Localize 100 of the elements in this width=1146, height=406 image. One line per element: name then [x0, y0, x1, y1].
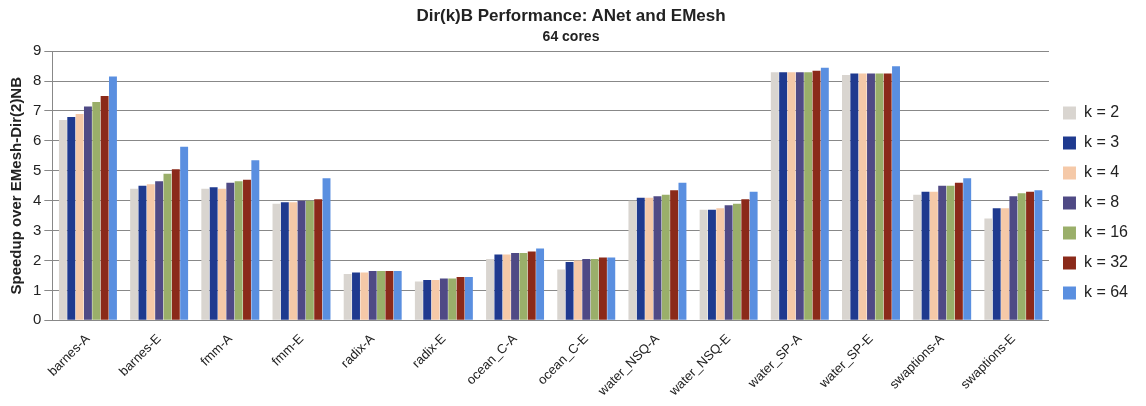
- bar: [913, 194, 922, 320]
- bar: [636, 197, 645, 320]
- bar: [607, 257, 616, 320]
- bar: [423, 279, 432, 320]
- bar: [494, 254, 503, 320]
- bar: [741, 199, 750, 320]
- bar: [511, 253, 520, 320]
- legend-label: k = 8: [1083, 193, 1120, 211]
- bar: [678, 182, 687, 320]
- bar: [820, 67, 829, 320]
- bar: [439, 278, 448, 320]
- y-tick-label: 6: [33, 131, 42, 149]
- bar: [1026, 191, 1035, 320]
- chart-subtitle: 64 cores: [542, 27, 600, 44]
- legend-label: k = 2: [1083, 103, 1120, 121]
- bar: [892, 66, 900, 320]
- bar: [707, 209, 716, 320]
- y-tick-label: 5: [33, 160, 42, 178]
- bar: [573, 260, 582, 320]
- legend-label: k = 64: [1083, 283, 1129, 301]
- bar: [385, 270, 394, 320]
- bar: [867, 73, 875, 320]
- bar: [883, 73, 892, 320]
- bar: [171, 169, 180, 320]
- bar: [289, 202, 298, 320]
- bar: [1009, 196, 1018, 320]
- bar: [108, 76, 117, 320]
- bar: [368, 270, 377, 320]
- legend-label: k = 16: [1083, 223, 1129, 241]
- bar: [377, 270, 385, 320]
- y-tick-label: 7: [33, 101, 42, 119]
- bar: [598, 257, 607, 320]
- bar: [804, 72, 813, 320]
- bar: [218, 188, 226, 320]
- bar: [456, 276, 465, 320]
- bar: [954, 182, 963, 320]
- bar: [565, 261, 574, 320]
- bar: [393, 270, 402, 320]
- bar: [314, 199, 323, 320]
- bar: [875, 73, 884, 320]
- bar: [58, 119, 67, 320]
- bar: [226, 182, 235, 320]
- bar: [280, 202, 289, 320]
- bar: [938, 185, 947, 320]
- bar: [234, 181, 243, 320]
- bar: [984, 218, 993, 320]
- bar: [699, 209, 708, 320]
- bar: [83, 106, 92, 320]
- y-tick-label: 3: [33, 220, 42, 238]
- bar: [502, 254, 511, 320]
- bar: [146, 184, 155, 320]
- bar: [251, 160, 260, 320]
- bar: [209, 187, 218, 320]
- bar: [360, 272, 369, 320]
- bar: [733, 203, 741, 320]
- legend-label: k = 3: [1083, 133, 1120, 151]
- y-tick-label: 1: [33, 280, 42, 298]
- bar: [138, 185, 147, 320]
- bar: [536, 248, 545, 320]
- bar: [842, 75, 850, 320]
- bar: [795, 72, 804, 320]
- y-tick-label: 9: [33, 41, 42, 59]
- bar: [670, 190, 679, 320]
- bar: [716, 208, 725, 320]
- bar: [779, 72, 788, 320]
- bar: [645, 197, 654, 320]
- bar: [527, 251, 536, 320]
- bar: [343, 273, 352, 320]
- bar: [130, 188, 139, 320]
- bar: [929, 191, 938, 320]
- bar: [75, 113, 84, 320]
- y-tick-label: 2: [33, 250, 42, 268]
- bar: [155, 181, 164, 320]
- bar: [519, 253, 528, 320]
- bar: [67, 116, 76, 320]
- bar: [850, 73, 859, 320]
- bar: [352, 272, 360, 320]
- chart-title: Dir(k)B Performance: ANet and EMesh: [416, 5, 726, 25]
- bar: [448, 278, 457, 320]
- bar: [661, 194, 670, 320]
- bar: [724, 205, 733, 320]
- bar: [1001, 208, 1009, 320]
- bar: [486, 258, 495, 320]
- bar: [628, 200, 637, 320]
- bar: [92, 102, 101, 320]
- bar: [180, 146, 189, 320]
- legend-label: k = 4: [1083, 163, 1120, 181]
- bar: [1034, 190, 1043, 320]
- bar: [100, 96, 109, 320]
- bar: [1017, 193, 1026, 320]
- bar: [992, 208, 1001, 320]
- bar: [414, 281, 423, 320]
- bar: [582, 258, 591, 320]
- bar: [201, 188, 210, 320]
- bar: [749, 191, 758, 320]
- bar: [590, 258, 599, 320]
- bar: [858, 73, 867, 320]
- bar: [770, 72, 779, 320]
- bar: [557, 269, 566, 320]
- y-tick-label: 0: [33, 310, 42, 328]
